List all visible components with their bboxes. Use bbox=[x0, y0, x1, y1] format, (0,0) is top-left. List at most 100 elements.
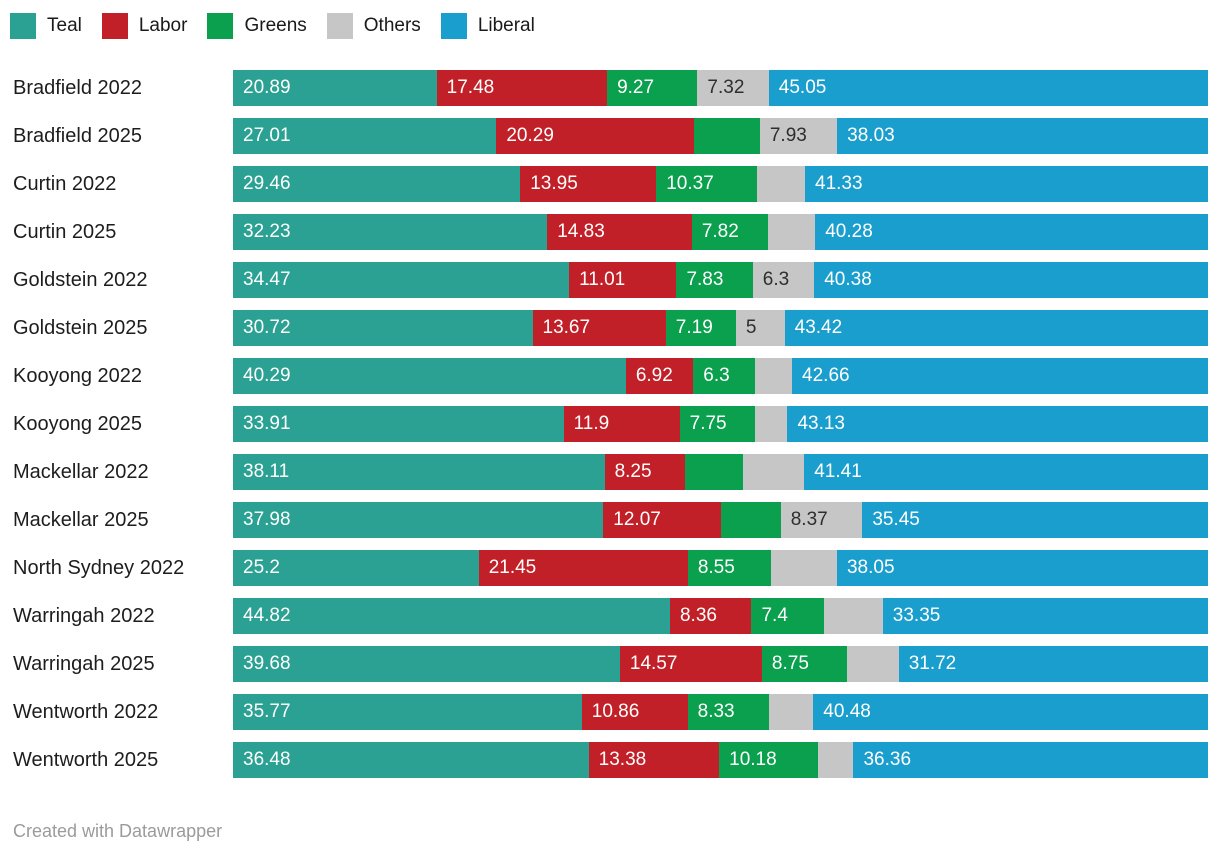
bar-segment-greens: 10.18 bbox=[719, 742, 819, 778]
bar-segment-greens: 7.83 bbox=[676, 262, 753, 298]
row-label: Bradfield 2025 bbox=[13, 124, 142, 147]
bar-segment-teal: 44.82 bbox=[233, 598, 670, 634]
chart-row: Curtin 2025 32.23 14.83 7.82 40.28 bbox=[13, 214, 1208, 250]
segment-value-label: 34.47 bbox=[243, 269, 291, 290]
chart-row: Mackellar 2025 37.98 12.07 8.37 35.45 bbox=[13, 502, 1208, 538]
stacked-bar: 32.23 14.83 7.82 40.28 bbox=[233, 214, 1208, 250]
stacked-bar: 38.11 8.25 41.41 bbox=[233, 454, 1208, 490]
segment-value-label: 38.05 bbox=[846, 557, 895, 578]
row-label: Kooyong 2022 bbox=[13, 364, 143, 387]
bar-segment-others bbox=[755, 406, 788, 442]
segment-value-label: 44.82 bbox=[243, 605, 291, 626]
segment-value-label: 7.32 bbox=[707, 77, 745, 98]
bar-segment-teal: 35.77 bbox=[233, 694, 582, 730]
segment-value-label: 38.03 bbox=[847, 125, 895, 146]
bar-segment-labor: 17.48 bbox=[436, 70, 608, 106]
stacked-bar: 44.82 8.36 7.4 33.35 bbox=[233, 598, 1208, 634]
stacked-bar: 33.91 11.9 7.75 43.13 bbox=[233, 406, 1208, 442]
bar-segment-greens: 6.3 bbox=[693, 358, 755, 394]
bar-segment-teal: 32.23 bbox=[233, 214, 548, 250]
bar-segment-labor: 8.36 bbox=[669, 598, 752, 634]
segment-value-label: 6.3 bbox=[703, 365, 730, 386]
bar-segment-labor: 21.45 bbox=[478, 550, 688, 586]
legend-label: Liberal bbox=[477, 15, 535, 36]
bar-segment-teal: 39.68 bbox=[233, 646, 620, 682]
segment-value-label: 33.91 bbox=[243, 413, 291, 434]
bar-segment-labor: 13.95 bbox=[520, 166, 657, 202]
row-label: Curtin 2022 bbox=[13, 172, 117, 195]
bar-segment-greens bbox=[694, 118, 760, 154]
segment-value-label: 35.77 bbox=[243, 701, 291, 722]
segment-value-label: 8.75 bbox=[771, 653, 809, 674]
stacked-bar: 29.46 13.95 10.37 41.33 bbox=[233, 166, 1208, 202]
row-label: Goldstein 2022 bbox=[13, 268, 148, 291]
segment-value-label: 11.01 bbox=[579, 269, 626, 290]
segment-value-label: 36.48 bbox=[243, 749, 291, 770]
bar-segment-others: 7.93 bbox=[759, 118, 838, 154]
bar-segment-liberal: 45.05 bbox=[768, 70, 1208, 106]
bar-segment-liberal: 41.41 bbox=[804, 454, 1208, 490]
chart-row: Mackellar 2022 38.11 8.25 41.41 bbox=[13, 454, 1208, 490]
chart-row: Bradfield 2025 27.01 20.29 7.93 38.03 bbox=[13, 118, 1208, 154]
segment-value-label: 41.41 bbox=[814, 461, 862, 482]
bar-segment-greens: 8.75 bbox=[761, 646, 848, 682]
bar-segment-greens: 7.19 bbox=[665, 310, 736, 346]
bar-segment-teal: 36.48 bbox=[233, 742, 589, 778]
bar-segment-greens: 9.27 bbox=[607, 70, 698, 106]
stacked-bar: 40.29 6.92 6.3 42.66 bbox=[233, 358, 1208, 394]
segment-value-label: 13.38 bbox=[598, 749, 647, 770]
bar-segment-teal: 34.47 bbox=[233, 262, 570, 298]
segment-value-label: 8.33 bbox=[697, 701, 735, 722]
bar-segment-teal: 27.01 bbox=[233, 118, 497, 154]
bar-segment-greens: 7.75 bbox=[679, 406, 756, 442]
segment-value-label: 7.93 bbox=[769, 125, 807, 146]
row-label: Curtin 2025 bbox=[13, 220, 117, 243]
stacked-bar: 36.48 13.38 10.18 36.36 bbox=[233, 742, 1208, 778]
segment-value-label: 9.27 bbox=[617, 77, 655, 98]
stacked-bar: 20.89 17.48 9.27 7.32 45.05 bbox=[233, 70, 1208, 106]
bar-segment-others: 7.32 bbox=[697, 70, 769, 106]
legend-item-others: Others bbox=[326, 13, 421, 39]
bar-segment-teal: 20.89 bbox=[233, 70, 437, 106]
segment-value-label: 39.68 bbox=[243, 653, 291, 674]
bar-segment-liberal: 41.33 bbox=[805, 166, 1208, 202]
row-label: Warringah 2022 bbox=[13, 604, 155, 627]
stacked-bar: 39.68 14.57 8.75 31.72 bbox=[233, 646, 1208, 682]
bar-segment-teal: 29.46 bbox=[233, 166, 521, 202]
bar-segment-labor: 13.67 bbox=[532, 310, 666, 346]
segment-value-label: 14.57 bbox=[629, 653, 678, 674]
bar-segment-labor: 14.83 bbox=[547, 214, 692, 250]
chart-row: Wentworth 2022 35.77 10.86 8.33 40.48 bbox=[13, 694, 1208, 730]
segment-value-label: 31.72 bbox=[908, 653, 957, 674]
bar-segment-liberal: 43.13 bbox=[787, 406, 1208, 442]
segment-value-label: 8.55 bbox=[697, 557, 735, 578]
segment-value-label: 37.98 bbox=[243, 509, 291, 530]
bar-segment-labor: 8.25 bbox=[604, 454, 685, 490]
segment-value-label: 12.07 bbox=[613, 509, 661, 530]
bar-segment-liberal: 40.38 bbox=[814, 262, 1208, 298]
legend-item-liberal: Liberal bbox=[440, 13, 535, 39]
segment-value-label: 7.83 bbox=[686, 269, 724, 290]
chart-row: Kooyong 2025 33.91 11.9 7.75 43.13 bbox=[13, 406, 1208, 442]
segment-value-label: 6.3 bbox=[762, 269, 790, 290]
row-label: Bradfield 2022 bbox=[13, 76, 142, 99]
stacked-bar: 27.01 20.29 7.93 38.03 bbox=[233, 118, 1208, 154]
segment-value-label: 27.01 bbox=[243, 125, 291, 146]
stacked-bar: 35.77 10.86 8.33 40.48 bbox=[233, 694, 1208, 730]
attribution-text: Created with Datawrapper bbox=[13, 821, 223, 841]
bar-segment-teal: 33.91 bbox=[233, 406, 564, 442]
segment-value-label: 20.89 bbox=[243, 77, 291, 98]
legend-swatch-teal bbox=[10, 13, 36, 39]
bar-segment-others bbox=[768, 694, 814, 730]
segment-value-label: 10.18 bbox=[729, 749, 777, 770]
bar-segment-liberal: 42.66 bbox=[792, 358, 1208, 394]
legend-label: Labor bbox=[138, 15, 188, 36]
segment-value-label: 30.72 bbox=[243, 317, 291, 338]
segment-value-label: 33.35 bbox=[892, 605, 941, 626]
bar-segment-others: 8.37 bbox=[780, 502, 863, 538]
chart-row: Goldstein 2022 34.47 11.01 7.83 6.3 40.38 bbox=[13, 262, 1208, 298]
legend-swatch-greens bbox=[207, 13, 234, 39]
legend-item-teal: Teal bbox=[10, 13, 82, 39]
segment-value-label: 29.46 bbox=[243, 173, 291, 194]
